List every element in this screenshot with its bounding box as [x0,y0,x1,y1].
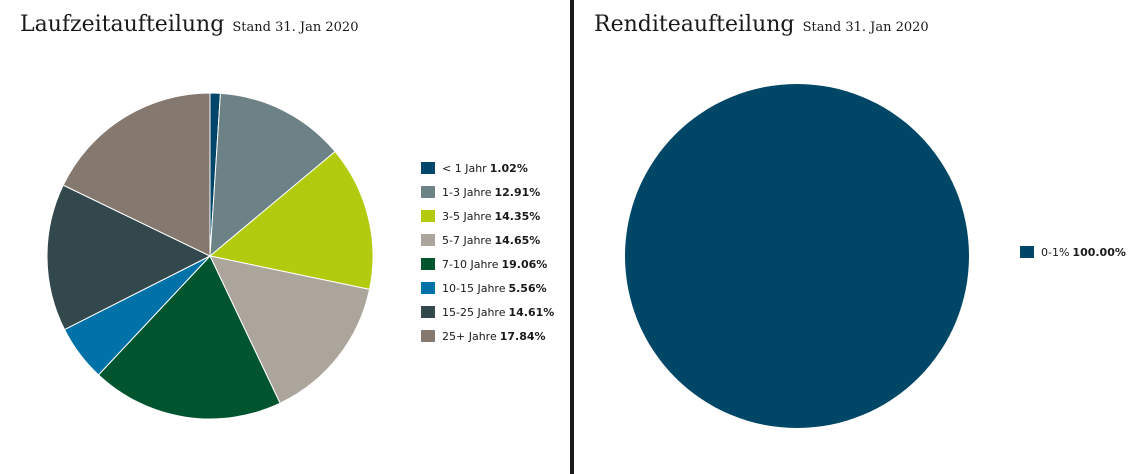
pie-slice-1-3-jahre [209,92,336,258]
legend-label: 15-25 Jahre [442,305,506,319]
legend-label: 10-15 Jahre [442,281,506,295]
pie-slice-0-1 [625,84,969,428]
legend-value: 14.65% [494,233,541,247]
legend-label: 0-1% [1041,245,1070,259]
legend-item-7-10-jahre: 7-10 Jahre 19.06% [421,252,554,276]
yield-legend: 0-1% 100.00% [1020,240,1126,264]
legend-item-10-15-jahre: 10-15 Jahre 5.56% [421,276,554,300]
legend-swatch [421,306,435,318]
maturity-pie-chart [46,92,374,420]
legend-swatch [421,162,435,174]
maturity-chart-panel: Laufzeitaufteilung Stand 31. Jan 2020 < … [20,12,554,420]
yield-chart-title: Renditeaufteilung [594,12,795,37]
yield-chart-subtitle: Stand 31. Jan 2020 [802,20,929,35]
pie-slice-3-5-jahre [208,150,374,290]
legend-swatch [421,330,435,342]
legend-value: 17.84% [499,329,546,343]
legend-label: 25+ Jahre [442,329,497,343]
legend-label: 7-10 Jahre [442,257,499,271]
legend-swatch [421,282,435,294]
legend-value: 5.56% [508,281,547,295]
legend-item-3-5-jahre: 3-5 Jahre 14.35% [421,204,554,228]
maturity-chart-title: Laufzeitaufteilung [20,12,225,37]
legend-item-1-jahr: < 1 Jahr 1.02% [421,156,554,180]
legend-label: < 1 Jahr [442,161,487,175]
legend-swatch [421,210,435,222]
maturity-chart-header: Laufzeitaufteilung Stand 31. Jan 2020 [20,12,358,37]
legend-item-5-7-jahre: 5-7 Jahre 14.65% [421,228,554,252]
legend-value: 100.00% [1072,245,1126,259]
pie-slice-15-25-jahre [46,184,212,331]
legend-item-1-3-jahre: 1-3 Jahre 12.91% [421,180,554,204]
legend-value: 14.35% [494,209,541,223]
legend-label: 5-7 Jahre [442,233,492,247]
legend-value: 14.61% [508,305,555,319]
legend-item-25-jahre: 25+ Jahre 17.84% [421,324,554,348]
legend-swatch [421,234,435,246]
legend-label: 1-3 Jahre [442,185,492,199]
pie-slice-25-jahre [62,92,211,257]
yield-chart-header: Renditeaufteilung Stand 31. Jan 2020 [594,12,929,37]
pie-slice-7-10-jahre [97,255,281,420]
legend-swatch [421,186,435,198]
legend-value: 19.06% [501,257,548,271]
legend-swatch [421,258,435,270]
panel-divider [570,0,574,474]
yield-pie-chart [625,84,969,428]
yield-chart-panel: Renditeaufteilung Stand 31. Jan 2020 0-1… [575,0,1134,474]
legend-swatch [1020,246,1034,258]
maturity-legend: < 1 Jahr 1.02% 1-3 Jahre 12.91% 3-5 Jahre 14.… [421,156,554,348]
pie-slice-5-7-jahre [209,255,371,404]
legend-item-15-25-jahre: 15-25 Jahre 14.61% [421,300,554,324]
legend-value: 1.02% [489,161,528,175]
legend-value: 12.91% [494,185,541,199]
legend-item-0-1: 0-1% 100.00% [1020,240,1126,264]
legend-label: 3-5 Jahre [442,209,492,223]
maturity-chart-subtitle: Stand 31. Jan 2020 [232,20,359,35]
